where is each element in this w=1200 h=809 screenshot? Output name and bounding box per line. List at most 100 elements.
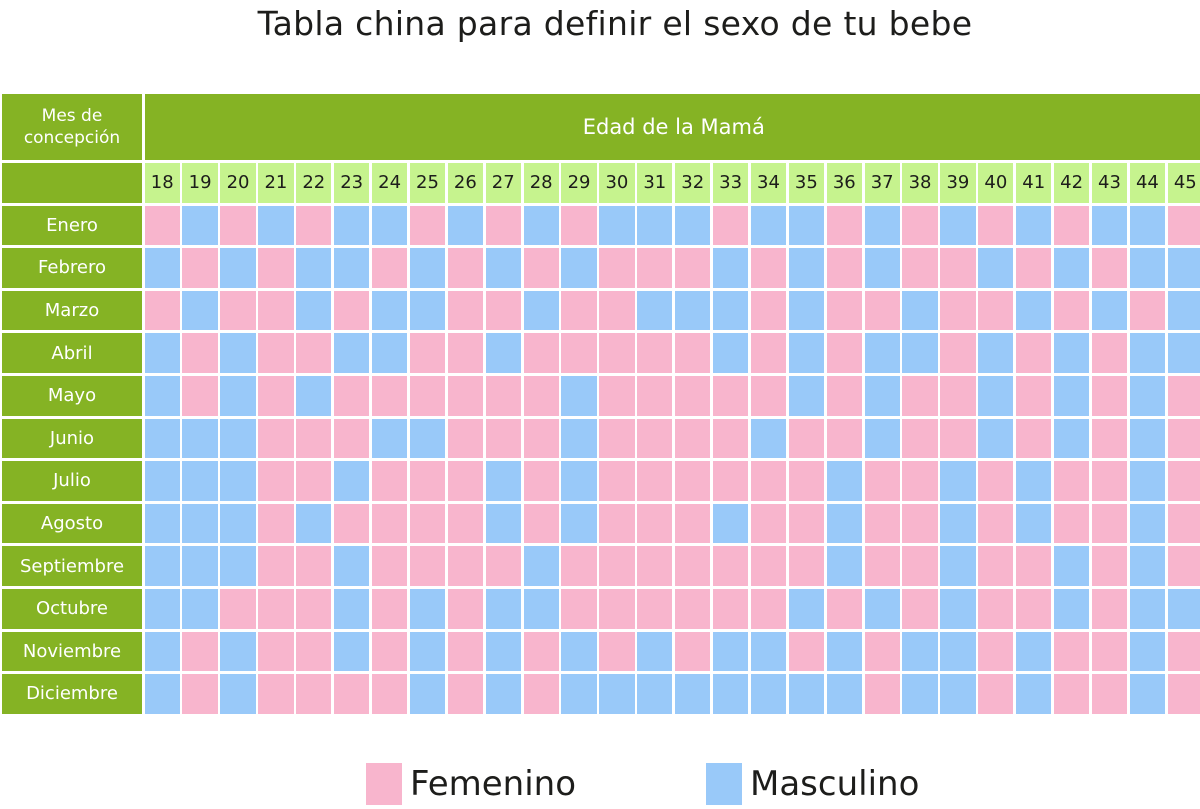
cell-masculino — [1129, 674, 1166, 714]
cell-masculino — [561, 375, 597, 416]
cell-masculino — [296, 503, 332, 544]
cell-femenino — [637, 333, 673, 373]
cell-masculino — [1167, 588, 1200, 629]
cell-masculino — [409, 674, 446, 714]
cell-femenino — [750, 333, 787, 373]
cell-femenino — [220, 205, 256, 246]
cell-masculino — [220, 333, 256, 373]
cell-masculino — [220, 546, 256, 586]
cell-femenino — [864, 503, 900, 544]
cell-femenino — [258, 631, 294, 672]
age-label: 41 — [1016, 163, 1052, 203]
cell-masculino — [1091, 290, 1128, 331]
cell-femenino — [750, 588, 787, 629]
legend-masculino: Masculino — [706, 760, 919, 807]
cell-masculino — [182, 546, 218, 586]
legend-label-femenino: Femenino — [410, 763, 576, 804]
cell-femenino — [1016, 375, 1052, 416]
cell-masculino — [485, 248, 521, 288]
cell-masculino — [144, 674, 180, 714]
cell-masculino — [978, 333, 1014, 373]
cell-masculino — [182, 205, 218, 246]
cell-femenino — [182, 631, 218, 672]
cell-masculino — [712, 333, 749, 373]
cell-femenino — [788, 546, 825, 586]
cell-masculino — [334, 248, 370, 288]
cell-femenino — [750, 248, 787, 288]
cell-masculino — [902, 333, 938, 373]
cell-masculino — [826, 546, 862, 586]
cell-femenino — [523, 248, 559, 288]
cell-masculino — [144, 631, 180, 672]
cell-femenino — [182, 333, 218, 373]
cell-masculino — [712, 674, 749, 714]
cell-femenino — [902, 418, 938, 459]
cell-femenino — [675, 333, 711, 373]
age-label: 22 — [296, 163, 332, 203]
cell-femenino — [978, 588, 1014, 629]
cell-femenino — [523, 631, 559, 672]
cell-femenino — [940, 290, 976, 331]
cell-femenino — [561, 588, 597, 629]
cell-femenino — [1167, 461, 1200, 501]
cell-masculino — [1053, 546, 1090, 586]
cell-masculino — [220, 375, 256, 416]
cell-femenino — [447, 631, 484, 672]
cell-femenino — [637, 418, 673, 459]
column-header-label: Edad de la Mamá — [144, 94, 1200, 160]
cell-femenino — [1091, 418, 1128, 459]
cell-femenino — [826, 205, 862, 246]
cell-masculino — [1053, 375, 1090, 416]
cell-femenino — [371, 375, 408, 416]
cell-masculino — [940, 588, 976, 629]
month-label: Abril — [2, 333, 142, 373]
cell-femenino — [447, 375, 484, 416]
cell-masculino — [182, 418, 218, 459]
cell-femenino — [712, 418, 749, 459]
cell-femenino — [220, 588, 256, 629]
cell-femenino — [447, 248, 484, 288]
cell-femenino — [371, 674, 408, 714]
cell-masculino — [750, 674, 787, 714]
cell-femenino — [1053, 503, 1090, 544]
cell-masculino — [675, 290, 711, 331]
cell-masculino — [144, 418, 180, 459]
cell-femenino — [826, 418, 862, 459]
cell-femenino — [599, 418, 635, 459]
cell-masculino — [371, 333, 408, 373]
cell-femenino — [978, 290, 1014, 331]
cell-masculino — [144, 588, 180, 629]
cell-femenino — [296, 205, 332, 246]
month-label: Octubre — [2, 588, 142, 629]
cell-femenino — [1167, 631, 1200, 672]
cell-femenino — [182, 375, 218, 416]
cell-femenino — [675, 546, 711, 586]
cell-femenino — [561, 333, 597, 373]
cell-femenino — [788, 418, 825, 459]
cell-femenino — [978, 674, 1014, 714]
cell-femenino — [296, 461, 332, 501]
cell-masculino — [1016, 290, 1052, 331]
cell-masculino — [864, 248, 900, 288]
cell-femenino — [258, 375, 294, 416]
cell-masculino — [561, 248, 597, 288]
cell-masculino — [788, 375, 825, 416]
cell-femenino — [258, 588, 294, 629]
cell-masculino — [1129, 461, 1166, 501]
cell-masculino — [978, 418, 1014, 459]
cell-femenino — [1167, 418, 1200, 459]
age-label: 29 — [561, 163, 597, 203]
cell-femenino — [409, 461, 446, 501]
cell-femenino — [637, 546, 673, 586]
cell-femenino — [599, 290, 635, 331]
cell-masculino — [182, 588, 218, 629]
legend-swatch-femenino — [366, 762, 402, 805]
cell-femenino — [637, 248, 673, 288]
cell-masculino — [561, 461, 597, 501]
cell-femenino — [1053, 461, 1090, 501]
cell-femenino — [788, 461, 825, 501]
month-label: Enero — [2, 205, 142, 246]
cell-femenino — [864, 631, 900, 672]
age-label: 23 — [334, 163, 370, 203]
cell-femenino — [1091, 588, 1128, 629]
